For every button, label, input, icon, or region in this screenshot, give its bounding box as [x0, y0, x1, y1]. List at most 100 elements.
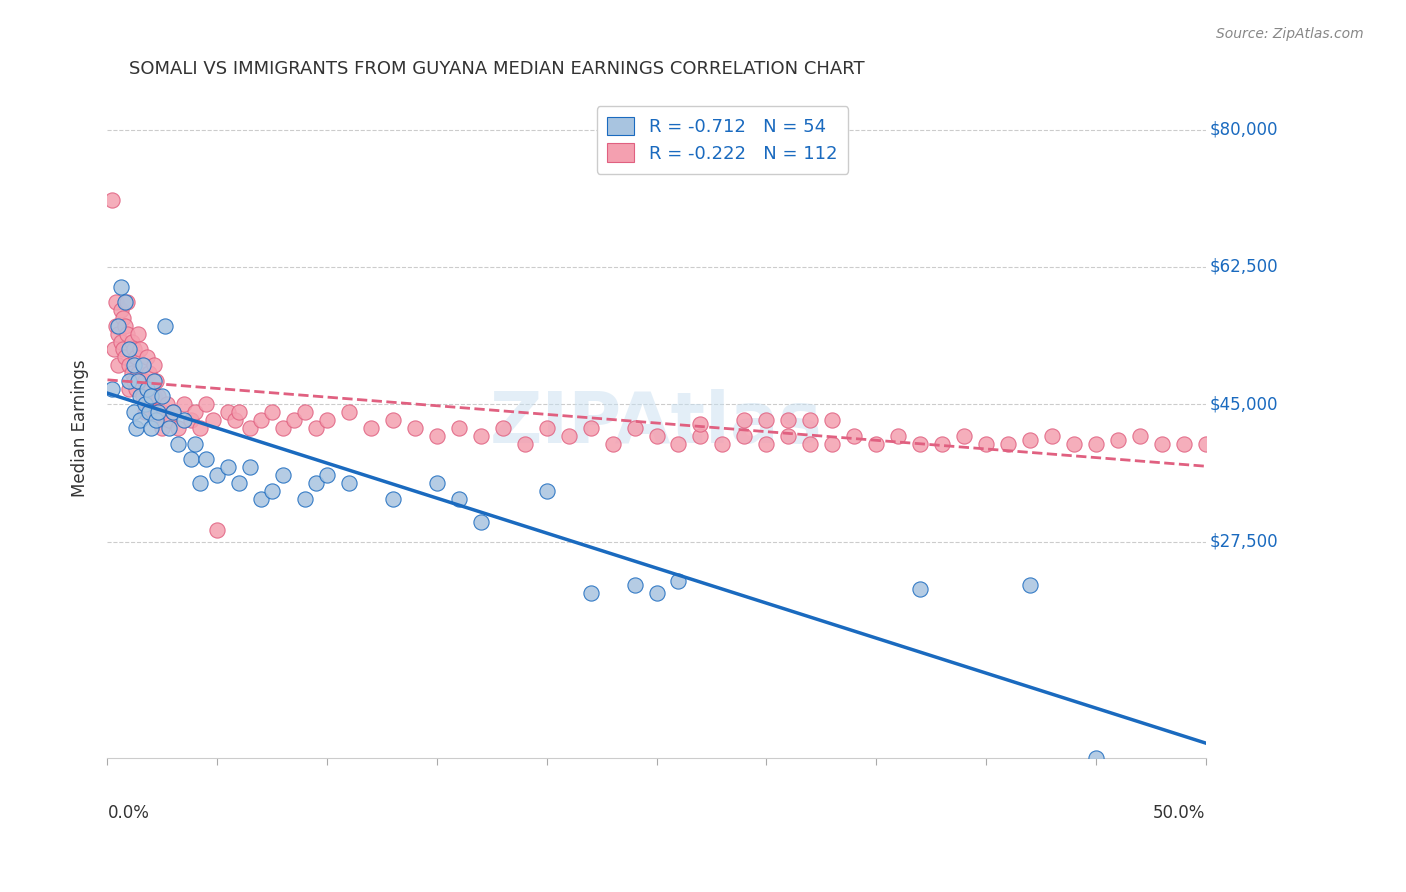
Point	[579, 586, 602, 600]
Point	[953, 429, 976, 443]
Point	[887, 429, 910, 443]
Point	[107, 318, 129, 333]
Point	[129, 374, 152, 388]
Point	[141, 389, 163, 403]
Point	[799, 436, 821, 450]
Point	[129, 343, 152, 357]
Point	[122, 405, 145, 419]
Point	[239, 421, 262, 435]
Point	[141, 382, 163, 396]
Point	[689, 417, 711, 431]
Point	[125, 350, 148, 364]
Point	[122, 358, 145, 372]
Point	[173, 413, 195, 427]
Point	[118, 358, 141, 372]
Point	[101, 382, 124, 396]
Point	[778, 429, 800, 443]
Point	[110, 334, 132, 349]
Point	[195, 452, 218, 467]
Point	[127, 366, 149, 380]
Point	[122, 374, 145, 388]
Point	[217, 405, 239, 419]
Point	[974, 436, 997, 450]
Text: Source: ZipAtlas.com: Source: ZipAtlas.com	[1216, 27, 1364, 41]
Point	[111, 343, 134, 357]
Point	[107, 326, 129, 341]
Point	[689, 429, 711, 443]
Point	[184, 405, 207, 419]
Point	[157, 421, 180, 435]
Point	[470, 515, 492, 529]
Point	[134, 405, 156, 419]
Point	[865, 436, 887, 450]
Point	[117, 295, 139, 310]
Point	[381, 413, 404, 427]
Point	[145, 405, 167, 419]
Point	[623, 578, 645, 592]
Point	[1063, 436, 1085, 450]
Point	[121, 334, 143, 349]
Point	[114, 295, 136, 310]
Point	[150, 421, 173, 435]
Point	[146, 413, 169, 427]
Point	[602, 436, 624, 450]
Point	[821, 436, 844, 450]
Point	[105, 318, 128, 333]
Text: 50.0%: 50.0%	[1153, 804, 1205, 822]
Point	[536, 483, 558, 498]
Point	[426, 429, 449, 443]
Point	[668, 436, 690, 450]
Point	[337, 475, 360, 490]
Point	[103, 343, 125, 357]
Point	[173, 397, 195, 411]
Point	[142, 389, 165, 403]
Point	[188, 421, 211, 435]
Point	[188, 475, 211, 490]
Point	[180, 413, 202, 427]
Point	[1018, 578, 1040, 592]
Point	[184, 436, 207, 450]
Point	[513, 436, 536, 450]
Point	[997, 436, 1019, 450]
Point	[536, 421, 558, 435]
Point	[107, 358, 129, 372]
Text: $80,000: $80,000	[1211, 120, 1278, 138]
Point	[125, 382, 148, 396]
Text: $45,000: $45,000	[1211, 395, 1278, 413]
Point	[283, 413, 305, 427]
Point	[1194, 436, 1216, 450]
Point	[150, 405, 173, 419]
Point	[150, 389, 173, 403]
Point	[799, 413, 821, 427]
Point	[733, 429, 755, 443]
Point	[250, 413, 273, 427]
Point	[125, 421, 148, 435]
Point	[146, 389, 169, 403]
Point	[908, 582, 931, 596]
Point	[228, 405, 250, 419]
Point	[1040, 429, 1063, 443]
Point	[821, 413, 844, 427]
Point	[294, 405, 316, 419]
Point	[262, 405, 284, 419]
Point	[114, 318, 136, 333]
Point	[136, 382, 159, 396]
Point	[141, 405, 163, 419]
Point	[138, 405, 160, 419]
Point	[131, 358, 153, 372]
Point	[426, 475, 449, 490]
Point	[180, 452, 202, 467]
Point	[129, 389, 152, 403]
Point	[127, 326, 149, 341]
Point	[114, 350, 136, 364]
Point	[733, 413, 755, 427]
Point	[131, 389, 153, 403]
Point	[145, 374, 167, 388]
Point	[118, 382, 141, 396]
Text: SOMALI VS IMMIGRANTS FROM GUYANA MEDIAN EARNINGS CORRELATION CHART: SOMALI VS IMMIGRANTS FROM GUYANA MEDIAN …	[129, 60, 865, 78]
Point	[142, 358, 165, 372]
Point	[1084, 436, 1107, 450]
Point	[1129, 429, 1152, 443]
Point	[447, 421, 470, 435]
Text: 0.0%: 0.0%	[107, 804, 149, 822]
